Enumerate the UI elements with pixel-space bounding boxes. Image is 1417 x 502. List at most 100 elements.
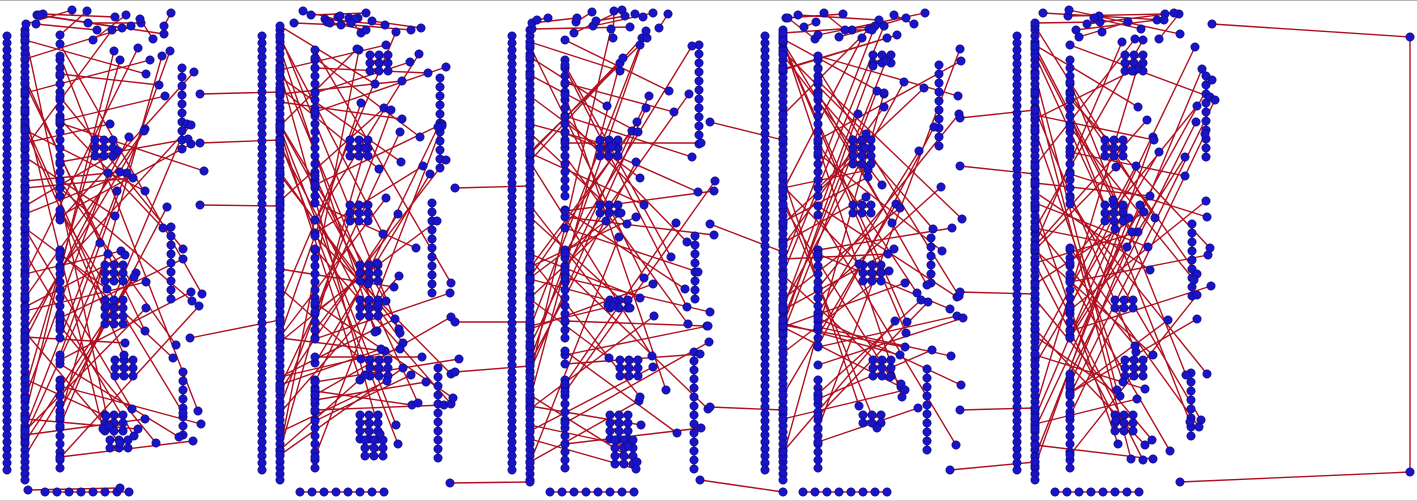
tour-edge bbox=[782, 90, 878, 334]
tour-node bbox=[345, 208, 355, 218]
tour-node bbox=[1148, 454, 1158, 464]
tour-node bbox=[427, 225, 437, 235]
tour-node bbox=[886, 355, 896, 365]
tour-node bbox=[88, 35, 98, 45]
tour-node bbox=[55, 321, 65, 331]
tour-node bbox=[361, 8, 371, 18]
tour-node bbox=[1138, 371, 1148, 381]
tour-node bbox=[433, 390, 443, 400]
tour-edge bbox=[59, 50, 171, 356]
tour-node bbox=[433, 444, 443, 454]
tour-node bbox=[1129, 363, 1139, 373]
tour-node bbox=[20, 78, 30, 88]
tour-node bbox=[391, 27, 401, 37]
tour-edge bbox=[199, 91, 281, 95]
tour-node bbox=[1110, 303, 1120, 313]
tour-node bbox=[813, 183, 823, 193]
tour-edge bbox=[1042, 12, 1165, 21]
tour-node bbox=[109, 295, 119, 305]
tour-edge bbox=[59, 258, 184, 319]
tour-node bbox=[445, 288, 455, 298]
tour-node bbox=[109, 260, 119, 270]
tour-node bbox=[427, 234, 437, 244]
tour-node bbox=[1202, 212, 1212, 222]
tour-node bbox=[354, 135, 364, 145]
tour-node bbox=[1120, 58, 1130, 68]
tour-node bbox=[374, 50, 384, 60]
tour-node bbox=[448, 393, 458, 403]
tour-node bbox=[922, 418, 932, 428]
tour-node bbox=[587, 7, 597, 17]
tour-node bbox=[102, 301, 112, 311]
tour-node bbox=[813, 341, 823, 351]
tour-node bbox=[955, 161, 965, 171]
tour-edge bbox=[24, 252, 135, 437]
tour-node bbox=[834, 487, 844, 497]
tour-node bbox=[110, 211, 120, 221]
tour-node bbox=[394, 271, 404, 281]
tour-node bbox=[1148, 350, 1158, 360]
tour-node bbox=[778, 135, 788, 145]
tour-node bbox=[310, 325, 320, 335]
tour-edge bbox=[564, 216, 715, 236]
tour-node bbox=[355, 487, 365, 497]
tour-node bbox=[376, 344, 386, 354]
tour-node bbox=[693, 267, 703, 277]
tour-node bbox=[560, 399, 570, 409]
tour-node bbox=[310, 277, 320, 287]
tour-node bbox=[310, 334, 320, 344]
tour-node bbox=[364, 418, 374, 428]
tour-node bbox=[1142, 115, 1152, 125]
tour-node bbox=[900, 278, 910, 288]
tour-node bbox=[778, 50, 788, 60]
tour-node bbox=[395, 344, 405, 354]
tour-node bbox=[123, 443, 133, 453]
tour-node bbox=[55, 313, 65, 323]
tour-node bbox=[560, 293, 570, 303]
tour-node bbox=[581, 487, 591, 497]
tour-node bbox=[109, 268, 119, 278]
tour-node bbox=[926, 269, 936, 279]
tour-node bbox=[1065, 243, 1075, 253]
tour-node bbox=[378, 451, 388, 461]
tour-node bbox=[55, 248, 65, 258]
tour-node bbox=[103, 168, 113, 178]
tour-node bbox=[525, 253, 535, 263]
tour-node bbox=[525, 294, 535, 304]
tour-node bbox=[159, 21, 169, 31]
tour-node bbox=[379, 487, 389, 497]
tour-node bbox=[129, 431, 139, 441]
tour-node bbox=[310, 88, 320, 98]
tour-node bbox=[946, 351, 956, 361]
tour-node bbox=[364, 410, 374, 420]
tour-node bbox=[128, 355, 138, 365]
tour-node bbox=[310, 285, 320, 295]
tour-node bbox=[55, 135, 65, 145]
tour-node bbox=[310, 352, 320, 362]
tour-node bbox=[433, 435, 443, 445]
tour-node bbox=[355, 311, 365, 321]
tour-node bbox=[857, 33, 867, 43]
tour-edge bbox=[817, 150, 920, 314]
tour-node bbox=[110, 363, 120, 373]
tour-edge bbox=[564, 45, 693, 254]
tour-edge bbox=[1069, 173, 1208, 218]
tour-node bbox=[67, 5, 77, 15]
tour-node bbox=[112, 186, 122, 196]
tour-node bbox=[373, 311, 383, 321]
tour-node bbox=[525, 91, 535, 101]
tour-node bbox=[916, 295, 926, 305]
tour-node bbox=[187, 296, 197, 306]
tour-node bbox=[20, 426, 30, 436]
tour-node bbox=[364, 426, 374, 436]
tour-node bbox=[1030, 258, 1040, 268]
tour-node bbox=[560, 333, 570, 343]
tour-edge bbox=[189, 319, 281, 339]
tour-node bbox=[631, 157, 641, 167]
tour-node bbox=[1138, 455, 1148, 465]
tour-node bbox=[1065, 302, 1075, 312]
tour-node bbox=[90, 143, 100, 153]
tour-edge bbox=[24, 39, 147, 75]
tour-node bbox=[433, 408, 443, 418]
tour-node bbox=[560, 301, 570, 311]
